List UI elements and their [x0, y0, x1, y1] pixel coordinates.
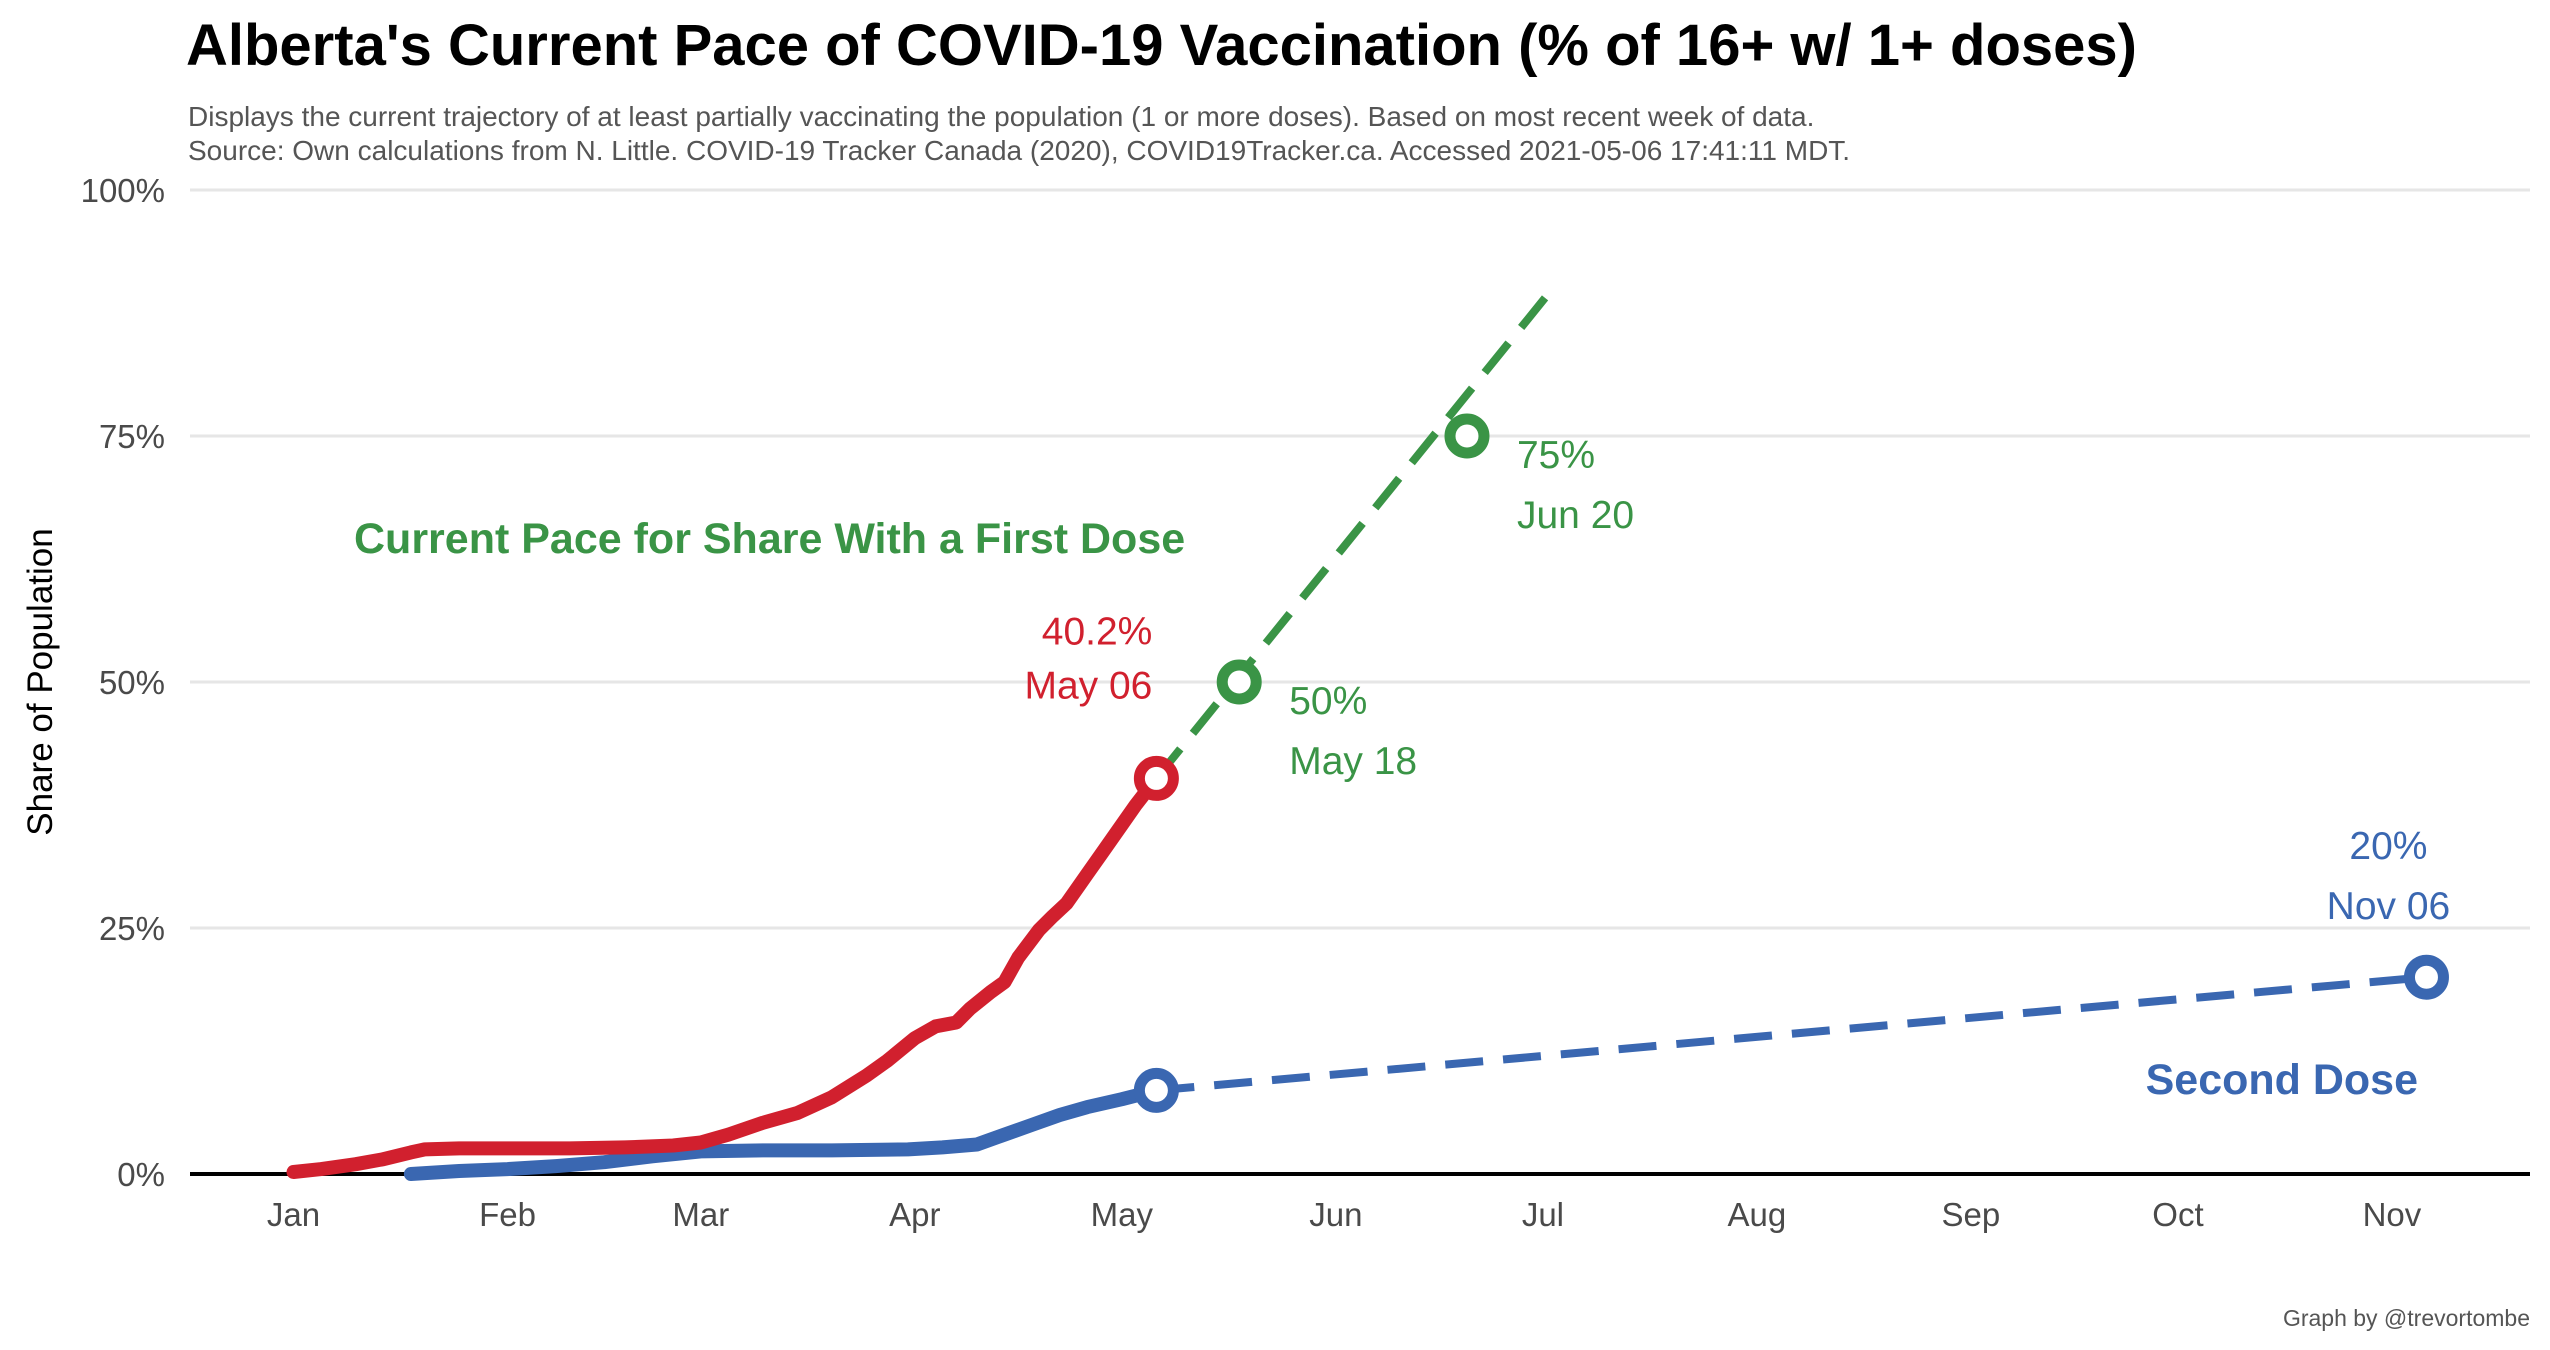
marker-label-first-75-0: 75%	[1517, 434, 1595, 477]
x-tick-label-jan: Jan	[267, 1196, 320, 1233]
x-tick-label-mar: Mar	[672, 1196, 729, 1233]
marker-label-first-50-1: May 18	[1289, 740, 1417, 783]
annotation-first-dose-label: Current Pace for Share With a First Dose	[354, 515, 1185, 563]
chart-caption: Graph by @trevortombe	[2282, 1305, 2530, 1331]
marker-second-20	[2403, 954, 2449, 1000]
x-tick-label-nov: Nov	[2363, 1196, 2422, 1233]
annotation-second-dose-label: Second Dose	[2146, 1056, 2418, 1104]
marker-second-dose-now	[1133, 1067, 1179, 1113]
y-tick-label-100: 100%	[81, 172, 165, 209]
marker-label-first-dose-now-1: May 06	[1024, 664, 1152, 707]
x-tick-label-jul: Jul	[1522, 1196, 1564, 1233]
x-tick-label-oct: Oct	[2152, 1196, 2203, 1233]
y-axis-title: Share of Population	[21, 528, 60, 835]
x-tick-label-aug: Aug	[1728, 1196, 1787, 1233]
marker-label-first-50-0: 50%	[1289, 680, 1367, 723]
y-tick-label-0: 0%	[117, 1156, 165, 1193]
marker-first-50	[1216, 659, 1262, 705]
x-tick-label-may: May	[1091, 1196, 1154, 1233]
subtitle-line: Displays the current trajectory of at le…	[188, 101, 1815, 132]
x-tick-label-feb: Feb	[479, 1196, 536, 1233]
chart-title: Alberta's Current Pace of COVID-19 Vacci…	[186, 13, 2137, 78]
chart-subtitle: Displays the current trajectory of at le…	[188, 100, 1850, 168]
series-line-first-dose-projection	[1153, 280, 1560, 781]
marker-first-dose-now	[1133, 755, 1179, 801]
marker-label-second-20-0: 20%	[2349, 825, 2427, 868]
series-line-first-dose	[286, 771, 1164, 1179]
marker-label-first-75-1: Jun 20	[1517, 494, 1634, 537]
x-tick-label-sep: Sep	[1942, 1196, 2001, 1233]
marker-label-second-20-1: Nov 06	[2327, 885, 2451, 928]
marker-label-first-dose-now-0: 40.2%	[1042, 610, 1153, 653]
marker-first-75	[1444, 413, 1490, 459]
x-tick-label-jun: Jun	[1309, 1196, 1362, 1233]
y-tick-label-25: 25%	[99, 910, 165, 947]
subtitle-source-line: Source: Own calculations from N. Little.…	[188, 135, 1851, 166]
series-line-second-dose-projection	[1156, 973, 2427, 1095]
x-tick-label-apr: Apr	[889, 1196, 940, 1233]
series-line-second-dose	[403, 1083, 1164, 1181]
y-tick-label-50: 50%	[99, 664, 165, 701]
y-tick-label-75: 75%	[99, 418, 165, 455]
